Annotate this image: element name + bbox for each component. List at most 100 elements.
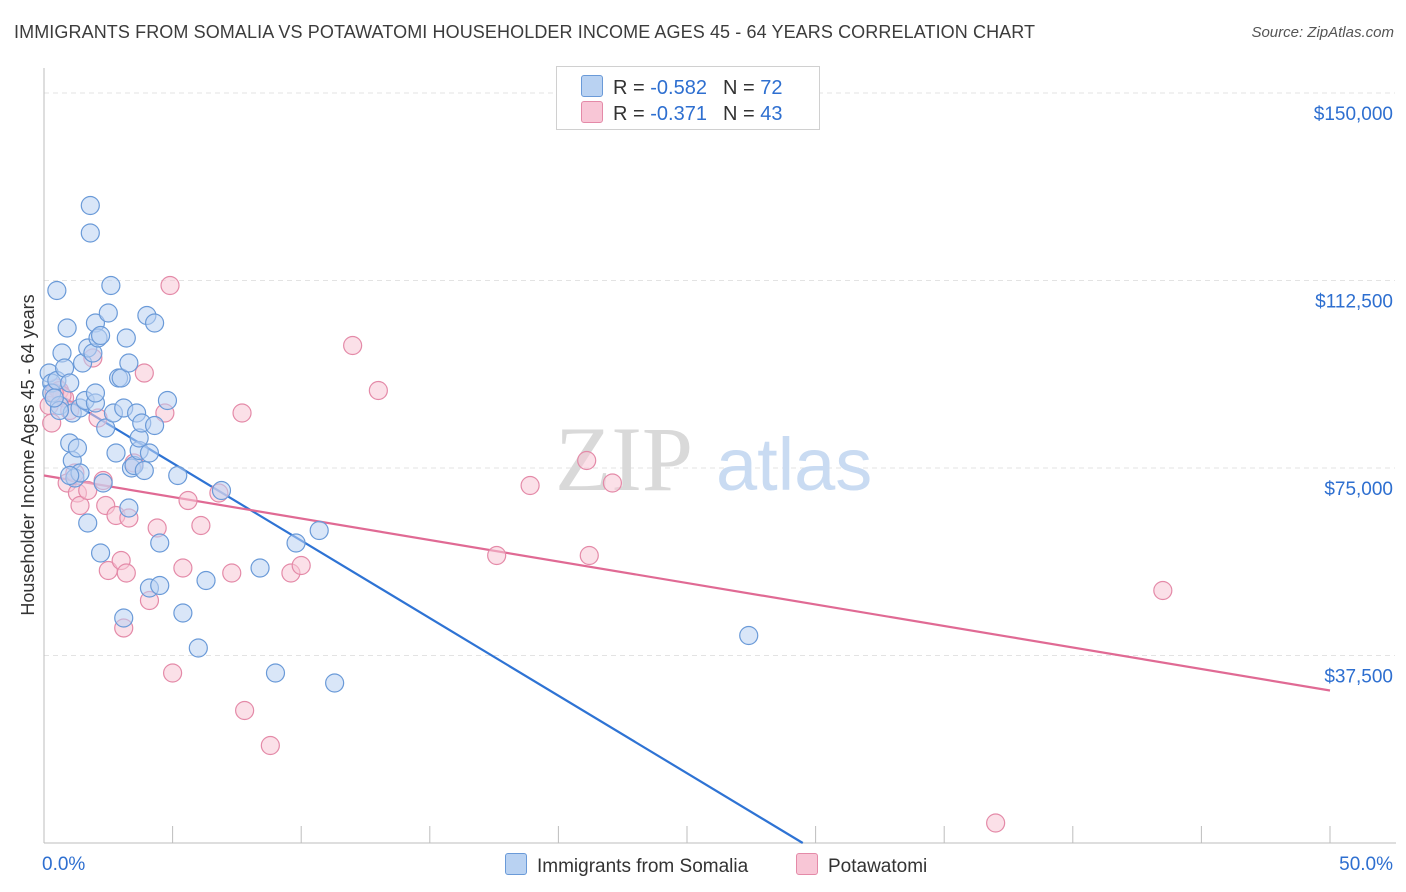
point-somalia bbox=[78, 513, 98, 533]
point-somalia bbox=[80, 195, 100, 216]
point-somalia bbox=[196, 570, 216, 591]
somalia-swatch bbox=[581, 75, 603, 97]
point-potawatomi bbox=[291, 555, 311, 576]
point-somalia bbox=[67, 438, 88, 458]
legend-item-potawatomi: Potawatomi bbox=[796, 853, 927, 878]
y-tick-label: $75,000 bbox=[1324, 479, 1393, 500]
legend-item-somalia: Immigrants from Somalia bbox=[505, 853, 748, 878]
point-somalia bbox=[119, 353, 139, 373]
somalia-swatch bbox=[505, 853, 527, 875]
r-label: R = bbox=[613, 103, 645, 125]
point-somalia bbox=[106, 443, 126, 463]
stats-row-potawatomi: R = -0.371 N = 43 bbox=[581, 101, 782, 125]
point-potawatomi bbox=[160, 275, 180, 296]
point-somalia bbox=[139, 443, 160, 463]
point-potawatomi bbox=[191, 515, 211, 536]
point-somalia bbox=[101, 275, 121, 296]
point-somalia bbox=[250, 558, 270, 578]
point-somalia bbox=[114, 608, 134, 628]
point-somalia bbox=[188, 638, 208, 658]
point-somalia bbox=[90, 543, 111, 563]
point-potawatomi bbox=[70, 495, 90, 516]
source-label: Source: ZipAtlas.com bbox=[1251, 24, 1394, 41]
watermark-atlas: atlas bbox=[716, 423, 872, 506]
point-potawatomi bbox=[343, 335, 363, 356]
point-somalia bbox=[265, 663, 286, 683]
n-value: 43 bbox=[760, 103, 783, 125]
series-legend: Immigrants from Somalia Potawatomi bbox=[0, 850, 1406, 880]
point-somalia bbox=[144, 415, 165, 436]
series-somalia bbox=[39, 195, 759, 693]
point-somalia bbox=[111, 368, 131, 388]
n-label: N = bbox=[722, 103, 755, 125]
point-somalia bbox=[286, 533, 306, 553]
point-somalia bbox=[309, 520, 329, 541]
point-somalia bbox=[150, 533, 170, 553]
point-potawatomi bbox=[260, 735, 280, 756]
point-somalia bbox=[739, 625, 759, 646]
r-value: -0.582 bbox=[650, 77, 707, 99]
series-potawatomi bbox=[39, 275, 1173, 833]
point-somalia bbox=[96, 418, 116, 438]
stats-row-somalia: R = -0.582 N = 72 bbox=[581, 75, 782, 99]
n-value: 72 bbox=[760, 77, 783, 99]
y-tick-label: $37,500 bbox=[1324, 667, 1393, 688]
trendlines bbox=[43, 384, 1331, 844]
stats-legend: R = -0.582 N = 72 R = -0.371 N = 43 bbox=[556, 66, 820, 130]
point-somalia bbox=[47, 280, 67, 301]
x-tick-label: 50.0% bbox=[1339, 854, 1393, 875]
point-somalia bbox=[119, 498, 139, 518]
point-potawatomi bbox=[116, 563, 136, 583]
point-potawatomi bbox=[579, 545, 599, 566]
trendline-somalia bbox=[43, 384, 804, 844]
point-potawatomi bbox=[487, 545, 507, 566]
chart-title: IMMIGRANTS FROM SOMALIA VS POTAWATOMI HO… bbox=[14, 22, 1036, 42]
r-label: R = bbox=[613, 77, 645, 99]
legend-label-somalia: Immigrants from Somalia bbox=[537, 856, 749, 877]
axes bbox=[43, 68, 1396, 844]
point-potawatomi bbox=[222, 563, 242, 583]
point-somalia bbox=[134, 460, 154, 481]
y-tick-label: $150,000 bbox=[1314, 104, 1393, 125]
point-somalia bbox=[157, 390, 178, 411]
watermark: ZIP atlas bbox=[555, 408, 872, 510]
point-potawatomi bbox=[577, 450, 597, 471]
point-potawatomi bbox=[178, 490, 198, 511]
point-potawatomi bbox=[520, 475, 540, 496]
watermark-zip: ZIP bbox=[555, 408, 693, 510]
point-potawatomi bbox=[602, 473, 623, 493]
point-potawatomi bbox=[1153, 580, 1173, 601]
r-value: -0.371 bbox=[650, 103, 707, 125]
grid-lines bbox=[44, 92, 1395, 656]
point-somalia bbox=[325, 673, 345, 693]
y-tick-labels: $37,500 $75,000 $112,500 $150,000 bbox=[1314, 104, 1393, 688]
point-somalia bbox=[173, 603, 193, 623]
point-potawatomi bbox=[232, 403, 252, 423]
trendline-potawatomi bbox=[43, 474, 1331, 692]
point-somalia bbox=[93, 473, 113, 493]
point-potawatomi bbox=[163, 663, 183, 683]
point-somalia bbox=[80, 223, 100, 243]
point-somalia bbox=[98, 303, 118, 323]
point-somalia bbox=[57, 318, 77, 338]
n-label: N = bbox=[722, 77, 755, 99]
point-somalia bbox=[211, 480, 232, 501]
point-somalia bbox=[44, 388, 64, 408]
point-somalia bbox=[144, 313, 165, 333]
potawatomi-swatch bbox=[581, 101, 603, 123]
legend-label-potawatomi: Potawatomi bbox=[828, 856, 928, 877]
point-somalia bbox=[168, 465, 188, 486]
point-somalia bbox=[90, 325, 111, 346]
point-potawatomi bbox=[235, 700, 255, 721]
point-potawatomi bbox=[986, 813, 1006, 833]
point-potawatomi bbox=[368, 380, 388, 401]
y-tick-label: $112,500 bbox=[1315, 292, 1393, 313]
x-tick-label: 0.0% bbox=[42, 854, 85, 875]
point-potawatomi bbox=[78, 480, 98, 501]
point-somalia bbox=[60, 373, 80, 393]
point-somalia bbox=[116, 328, 136, 348]
point-somalia bbox=[150, 575, 170, 596]
point-potawatomi bbox=[134, 363, 154, 383]
potawatomi-swatch bbox=[796, 853, 818, 875]
